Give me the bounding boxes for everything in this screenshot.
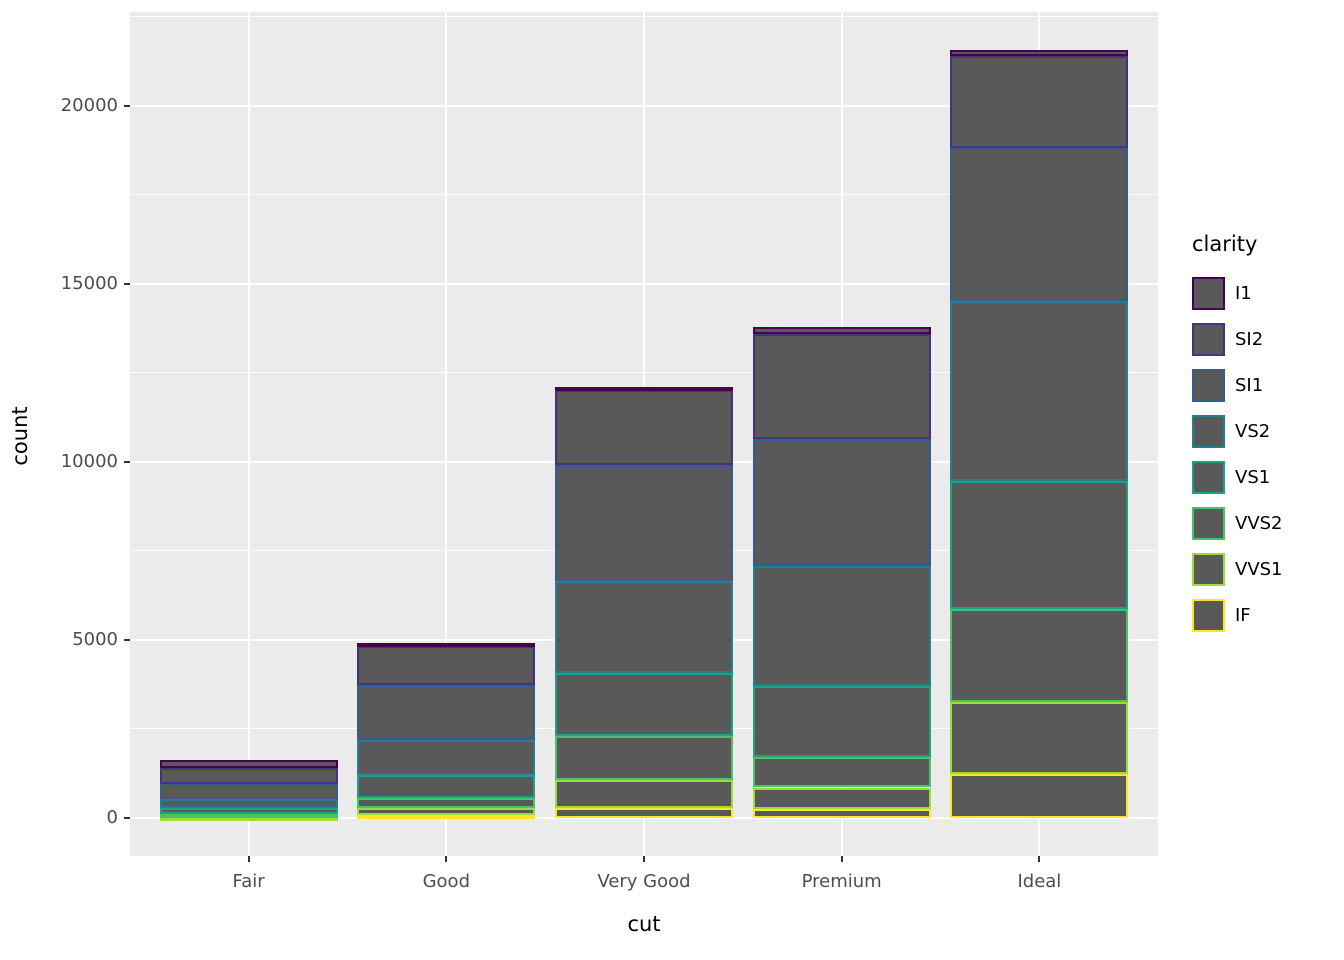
legend-item-si1: SI1 bbox=[1192, 362, 1342, 408]
x-tick-label: Very Good bbox=[597, 871, 691, 892]
y-tick-mark bbox=[124, 104, 130, 107]
legend-key-vvs1 bbox=[1192, 552, 1225, 586]
bar-segment-si2 bbox=[752, 333, 931, 439]
legend-item-i1: I1 bbox=[1192, 270, 1342, 316]
bar-segment-vs1 bbox=[357, 775, 536, 799]
bar-segment-vvs1 bbox=[555, 779, 733, 809]
legend-items: I1 SI2 SI1 VS2 VS1 VVS2 VVS1 IF bbox=[1192, 270, 1342, 638]
bar-segment-vvs2 bbox=[555, 736, 733, 780]
legend-label-i1: I1 bbox=[1235, 282, 1252, 304]
legend-title: clarity bbox=[1192, 232, 1258, 256]
legend-label-vvs1: VVS1 bbox=[1235, 558, 1283, 580]
x-tick-label: Good bbox=[422, 871, 470, 892]
y-tick-label: 10000 bbox=[60, 450, 118, 472]
legend-key-if bbox=[1192, 598, 1225, 632]
legend: clarity I1 SI2 SI1 VS2 VS1 VVS2 VVS1 IF bbox=[1192, 232, 1342, 638]
bar-segment-vs1 bbox=[159, 808, 338, 815]
legend-item-vs2: VS2 bbox=[1192, 408, 1342, 454]
bar-segment-i1 bbox=[555, 387, 733, 392]
bar-segment-vvs2 bbox=[950, 608, 1129, 702]
bar-segment-si1 bbox=[555, 465, 733, 581]
legend-key-si1 bbox=[1192, 368, 1225, 402]
bar-segment-vs2 bbox=[752, 566, 931, 686]
x-tick-mark bbox=[445, 856, 448, 862]
y-axis-title: count bbox=[8, 406, 32, 466]
bar-segment-i1 bbox=[752, 326, 931, 334]
y-tick-mark bbox=[124, 816, 130, 819]
legend-key-i1 bbox=[1192, 276, 1225, 310]
y-tick-label: 15000 bbox=[60, 272, 118, 294]
bar-segment-vvs2 bbox=[752, 756, 931, 788]
x-tick-mark bbox=[1038, 856, 1041, 862]
bar-segment-i1 bbox=[950, 50, 1129, 56]
legend-label-vs2: VS2 bbox=[1235, 420, 1271, 442]
bar-segment-si2 bbox=[357, 646, 536, 685]
gridline-major-v bbox=[247, 12, 250, 856]
bar-segment-vvs2 bbox=[357, 798, 536, 809]
plot-panel bbox=[130, 12, 1158, 856]
bar-segment-vvs1 bbox=[752, 787, 931, 810]
legend-label-vs1: VS1 bbox=[1235, 466, 1271, 488]
legend-item-vs1: VS1 bbox=[1192, 454, 1342, 500]
y-tick-label: 5000 bbox=[72, 628, 118, 650]
bar-segment-si1 bbox=[357, 684, 536, 741]
bar-segment-vs1 bbox=[950, 481, 1129, 609]
bar-segment-i1 bbox=[357, 642, 536, 647]
x-axis-title: cut bbox=[627, 912, 661, 936]
x-tick-label: Premium bbox=[801, 871, 882, 892]
x-tick-label: Ideal bbox=[1017, 871, 1062, 892]
bar-segment-si1 bbox=[950, 148, 1129, 301]
legend-key-vs2 bbox=[1192, 414, 1225, 448]
bar-segment-vs2 bbox=[555, 580, 733, 673]
legend-key-vs1 bbox=[1192, 460, 1225, 494]
bar-segment-if bbox=[555, 808, 733, 818]
bar-segment-si2 bbox=[159, 767, 338, 785]
bar-segment-vs2 bbox=[357, 740, 536, 776]
bar-segment-vvs1 bbox=[950, 701, 1129, 775]
gridline-major-v bbox=[445, 12, 448, 856]
legend-label-vvs2: VVS2 bbox=[1235, 512, 1283, 534]
bar-segment-if bbox=[357, 815, 536, 820]
x-tick-mark bbox=[643, 856, 645, 862]
y-tick-mark bbox=[124, 638, 130, 641]
bar-segment-if bbox=[950, 774, 1129, 818]
legend-key-si2 bbox=[1192, 322, 1225, 356]
legend-label-if: IF bbox=[1235, 604, 1251, 626]
bar-segment-if bbox=[752, 809, 931, 818]
legend-label-si1: SI1 bbox=[1235, 374, 1264, 396]
bar-segment-si2 bbox=[555, 390, 733, 466]
bar-segment-si1 bbox=[159, 784, 338, 799]
x-tick-mark bbox=[840, 856, 843, 862]
y-tick-label: 20000 bbox=[60, 94, 118, 116]
legend-item-vvs1: VVS1 bbox=[1192, 546, 1342, 592]
bar-segment-vs1 bbox=[555, 672, 733, 737]
legend-item-si2: SI2 bbox=[1192, 316, 1342, 362]
legend-label-si2: SI2 bbox=[1235, 328, 1264, 350]
y-tick-mark bbox=[124, 282, 130, 285]
bar-segment-si1 bbox=[752, 438, 931, 567]
bar-segment-vvs2 bbox=[159, 814, 338, 819]
bar-segment-si2 bbox=[950, 55, 1129, 149]
x-tick-mark bbox=[247, 856, 250, 862]
legend-key-vvs2 bbox=[1192, 506, 1225, 540]
x-tick-label: Fair bbox=[232, 871, 265, 892]
bar-segment-vvs1 bbox=[357, 808, 536, 816]
bar-segment-vs2 bbox=[950, 300, 1129, 482]
legend-item-if: IF bbox=[1192, 592, 1342, 638]
y-tick-label: 0 bbox=[106, 806, 118, 828]
bar-segment-i1 bbox=[159, 760, 338, 768]
y-tick-mark bbox=[124, 460, 130, 463]
bar-segment-vs1 bbox=[752, 685, 931, 757]
bar-segment-vs2 bbox=[159, 798, 338, 809]
legend-item-vvs2: VVS2 bbox=[1192, 500, 1342, 546]
